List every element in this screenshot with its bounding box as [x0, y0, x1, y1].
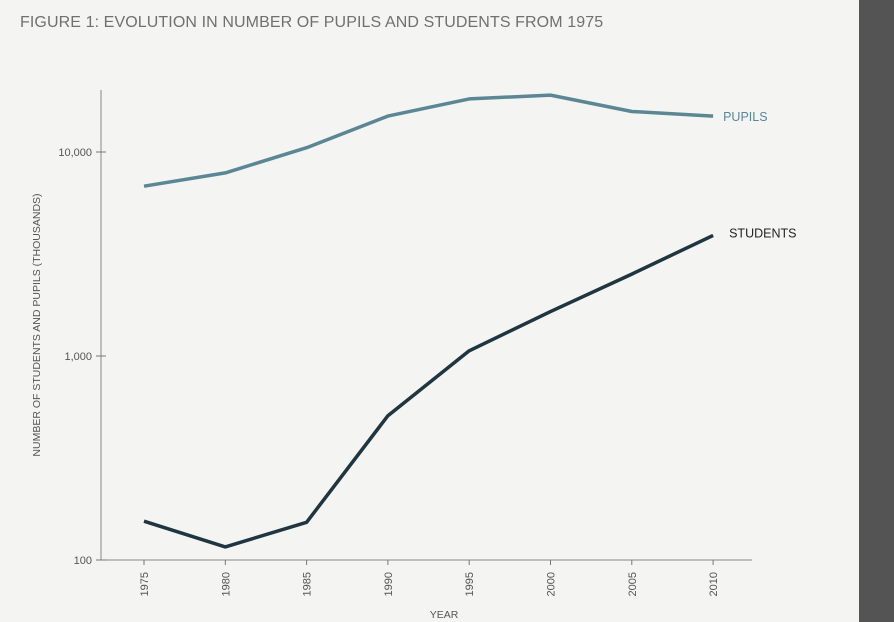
- x-tick-label: 2005: [627, 572, 639, 596]
- series-lines: [143, 93, 714, 549]
- y-tick-label: 1,000: [64, 351, 92, 363]
- series-label-pupils: PUPILS: [723, 110, 767, 124]
- series-label-students: STUDENTS: [729, 226, 796, 240]
- y-tick-label: 100: [74, 555, 92, 567]
- x-tick-label: 1985: [302, 572, 314, 596]
- line-chart: 100 1,000 10,000 1975 1980 1985 1990 1995 2000 2…: [31, 90, 796, 621]
- chart-axes: [100, 90, 752, 561]
- series-line-pupils: [143, 93, 714, 188]
- figure-title: FIGURE 1: EVOLUTION IN NUMBER OF PUPILS …: [20, 14, 604, 31]
- x-tick-label: 1990: [383, 572, 395, 596]
- series-line-students: [143, 233, 714, 549]
- y-tick-label: 10,000: [58, 147, 92, 159]
- x-ticks: 1975 1980 1985 1990 1995 2000 2005 2010: [139, 560, 720, 596]
- y-ticks: 100 1,000 10,000: [58, 147, 106, 567]
- x-tick-label: 1975: [139, 572, 151, 596]
- x-tick-label: 1995: [464, 572, 476, 596]
- x-tick-label: 2000: [546, 572, 558, 596]
- y-axis-title: NUMBER OF STUDENTS AND PUPILS (THOUSANDS…: [31, 193, 43, 456]
- series-labels: PUPILS STUDENTS: [723, 110, 796, 240]
- side-panel-bar: [859, 0, 894, 622]
- x-tick-label: 1980: [220, 572, 232, 596]
- x-axis-title: YEAR: [430, 609, 459, 621]
- x-tick-label: 2010: [708, 572, 720, 596]
